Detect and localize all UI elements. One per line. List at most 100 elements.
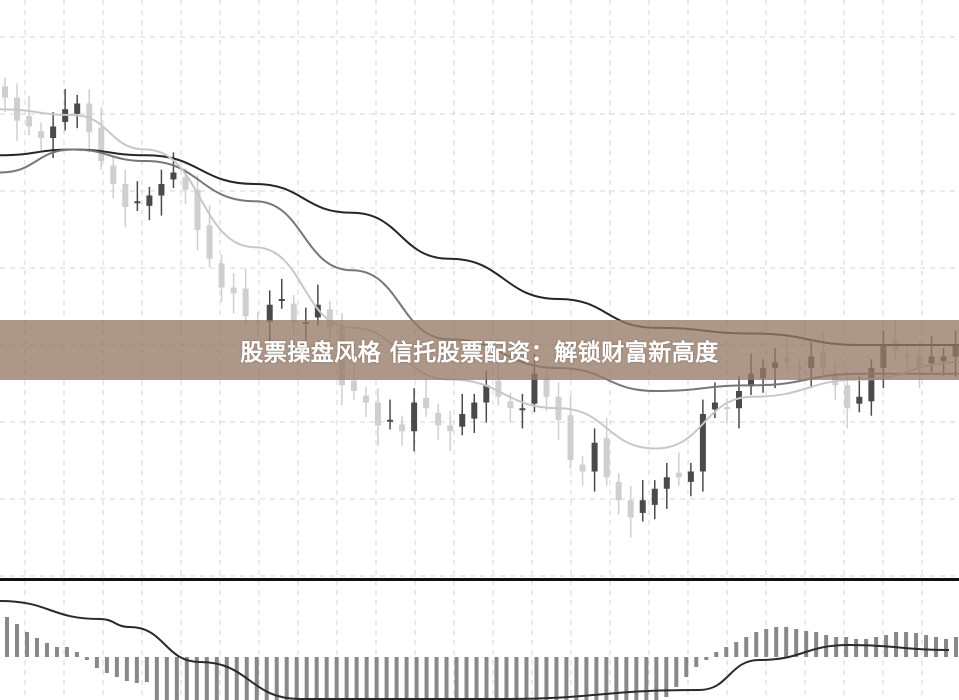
macd-histogram-bar (194, 657, 199, 700)
macd-histogram-bar (274, 657, 279, 700)
candle-body (314, 304, 321, 318)
candle-body (663, 477, 670, 489)
candle-body (471, 402, 478, 419)
macd-histogram-bar (604, 657, 609, 700)
macd-histogram-bar (954, 637, 959, 657)
candle-body (687, 471, 694, 482)
macd-histogram-bar (394, 657, 399, 700)
macd-histogram-bar (944, 639, 949, 657)
candle-body (98, 127, 105, 161)
macd-histogram-bar (594, 657, 599, 700)
macd-histogram-bar (364, 657, 369, 700)
macd-histogram-bar (484, 657, 489, 700)
candle-body (483, 385, 490, 403)
candle-body (567, 415, 574, 460)
macd-histogram-bar (674, 657, 679, 687)
macd-histogram-bar (524, 657, 529, 700)
candle-body (74, 103, 81, 114)
candle-body (350, 380, 357, 391)
macd-histogram-bar (474, 657, 479, 700)
macd-histogram-bar (214, 657, 219, 700)
macd-histogram-bar (354, 657, 359, 700)
candle-body (856, 396, 863, 404)
macd-histogram-bar (574, 657, 579, 700)
candle-body (639, 500, 646, 513)
macd-histogram-bar (584, 657, 589, 700)
macd-histogram-bar (494, 657, 499, 700)
macd-histogram-bar (874, 637, 879, 657)
candle-body (651, 488, 658, 505)
macd-histogram-bar (164, 657, 169, 700)
macd-histogram-bar (904, 632, 909, 657)
candle-body (495, 380, 502, 397)
macd-histogram-bar (154, 657, 159, 700)
macd-histogram-bar (64, 647, 69, 657)
macd-histogram-bar (554, 657, 559, 700)
candle-body (627, 500, 634, 518)
macd-histogram-bar (534, 657, 539, 700)
macd-histogram-bar (834, 637, 839, 657)
macd-histogram-bar (5, 617, 9, 657)
macd-histogram-bar (684, 657, 689, 677)
candle-body (723, 407, 730, 410)
candle-body (26, 116, 33, 127)
macd-histogram-bar (184, 657, 189, 700)
macd-histogram-bar (234, 657, 239, 700)
candle-body (447, 425, 454, 432)
candle-body (543, 378, 550, 397)
candle-body (194, 189, 201, 230)
candle-body (146, 195, 153, 206)
candle-body (206, 225, 213, 259)
macd-histogram-bar (414, 657, 419, 700)
macd-histogram-bar (374, 657, 379, 700)
macd-histogram-bar (314, 657, 319, 700)
candle-body (290, 303, 297, 322)
candle-body (459, 414, 466, 427)
macd-histogram-bar (914, 633, 919, 657)
candle-body (158, 184, 165, 196)
macd-histogram-bar (794, 629, 799, 657)
candle-body (182, 177, 189, 190)
panel-separator (0, 578, 959, 581)
macd-histogram-bar (844, 637, 849, 657)
candle-body (362, 395, 369, 403)
macd-histogram-bar (634, 657, 639, 700)
candle-body (868, 368, 875, 402)
candle-body (110, 165, 117, 184)
macd-histogram-bar (894, 632, 899, 657)
macd-histogram-bar (814, 632, 819, 657)
candle-body (50, 126, 57, 138)
macd-histogram-bar (144, 657, 149, 682)
candle-body (507, 401, 514, 409)
candle-body (278, 299, 285, 301)
macd-histogram-bar (624, 657, 629, 700)
macd-histogram-bar (564, 657, 569, 700)
candle-body (748, 373, 755, 387)
macd-histogram-bar (694, 657, 699, 667)
candle-body (435, 412, 442, 426)
macd-histogram-bar (514, 657, 519, 700)
macd-histogram-bar (404, 657, 409, 700)
candle-body (170, 172, 177, 180)
candle-body (411, 402, 418, 432)
macd-histogram-bar (284, 657, 289, 700)
ma-slow-line (0, 148, 959, 347)
candle-body (266, 304, 273, 322)
macd-histogram-bar (44, 643, 49, 657)
macd-histogram-bar (704, 657, 709, 660)
macd-histogram-bar (544, 657, 549, 700)
macd-histogram-bar (764, 629, 769, 657)
macd-histogram-bar (424, 657, 429, 700)
macd-histogram-bar (464, 657, 469, 700)
macd-histogram-bar (34, 638, 39, 657)
macd-histogram-bar (664, 657, 669, 697)
macd-histogram-bar (224, 657, 229, 700)
macd-histogram-bar (614, 657, 619, 700)
macd-histogram-bar (304, 657, 309, 700)
macd-histogram-bar (504, 657, 509, 700)
macd-histogram-bar (654, 657, 659, 700)
macd-histogram-bar (254, 657, 259, 700)
macd-histogram-bar (334, 657, 339, 700)
candle-body (122, 184, 129, 207)
